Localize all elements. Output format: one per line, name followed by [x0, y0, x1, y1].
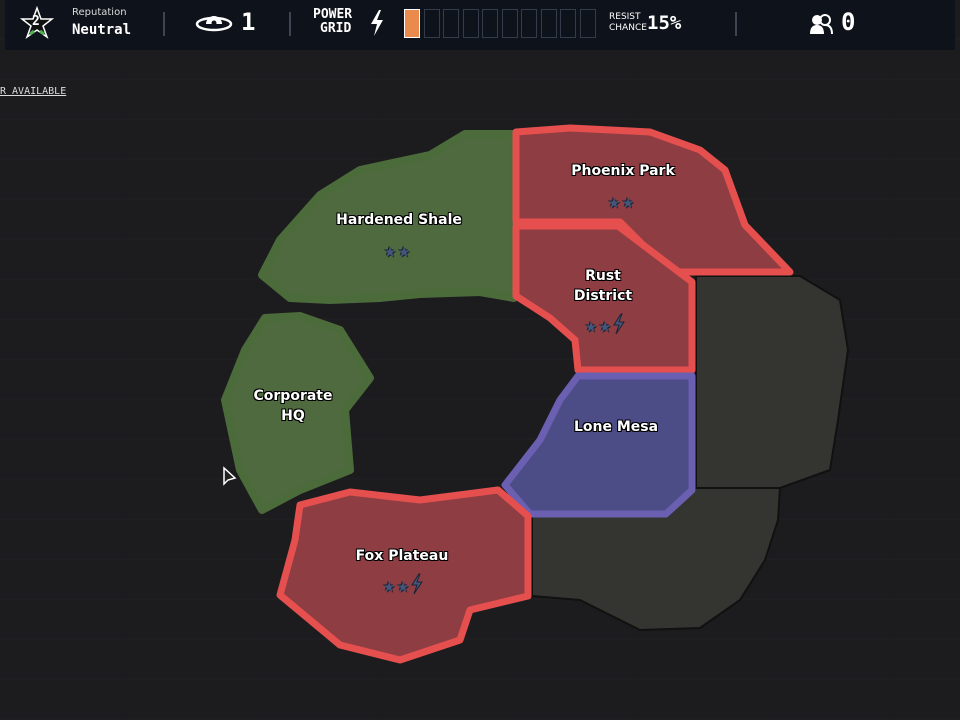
power-grid-label: POWER GRID — [313, 7, 353, 36]
divider — [289, 12, 291, 36]
region-hardened-shale — [258, 130, 518, 304]
divider — [735, 12, 737, 36]
power-icon — [613, 313, 625, 337]
region-lone-mesa — [501, 372, 696, 518]
eye-icon — [195, 16, 233, 32]
region-label[interactable]: Corporate HQ — [253, 388, 333, 424]
watchers-count: 1 — [241, 8, 256, 36]
resist-chance-label: RESIST CHANCE — [609, 12, 647, 33]
reputation-level: 2 — [32, 14, 40, 29]
region-rust-district — [512, 222, 696, 374]
resist-chance-value: 15% — [647, 12, 682, 34]
power-cell-filled — [404, 9, 420, 38]
region-label[interactable]: Phoenix Park — [571, 163, 675, 179]
region-corporate-hq — [221, 312, 374, 514]
star-icon — [20, 6, 54, 39]
available-link[interactable]: R AVAILABLE — [0, 86, 67, 97]
lightning-icon — [371, 10, 383, 36]
region-stars-icon: ★★ — [607, 189, 637, 213]
region-stars-icon: ★★ — [585, 313, 625, 337]
reputation-label: Reputation — [72, 7, 127, 18]
divider — [163, 12, 165, 36]
region-label[interactable]: Hardened Shale — [336, 212, 462, 228]
mouse-cursor — [223, 466, 237, 486]
region-phoenix-park — [512, 124, 794, 276]
power-cell-empty — [521, 9, 537, 38]
power-cell-empty — [579, 9, 596, 38]
people-count: 0 — [841, 8, 856, 36]
reputation-value: Neutral — [72, 22, 132, 38]
power-cell-empty — [540, 9, 557, 38]
top-bar: 2 Reputation Neutral 1 POWER GRID RESIST C… — [5, 0, 955, 50]
power-cell-empty — [560, 9, 576, 38]
power-icon — [411, 573, 423, 597]
power-cell-empty — [482, 9, 498, 38]
region-stars-icon: ★★ — [383, 238, 413, 262]
region-label[interactable]: Fox Plateau — [355, 548, 449, 564]
region-label[interactable]: Lone Mesa — [573, 419, 659, 435]
power-cell-empty — [462, 9, 479, 38]
power-cell-empty — [501, 9, 518, 38]
region-label[interactable]: Rust District — [573, 268, 633, 304]
power-cell-empty — [443, 9, 459, 38]
region-stars-icon: ★★ — [383, 573, 423, 597]
people-icon — [810, 14, 833, 35]
power-cell-empty — [423, 9, 440, 38]
region-neutral-east — [695, 275, 849, 489]
region-fox-plateau — [276, 486, 532, 664]
